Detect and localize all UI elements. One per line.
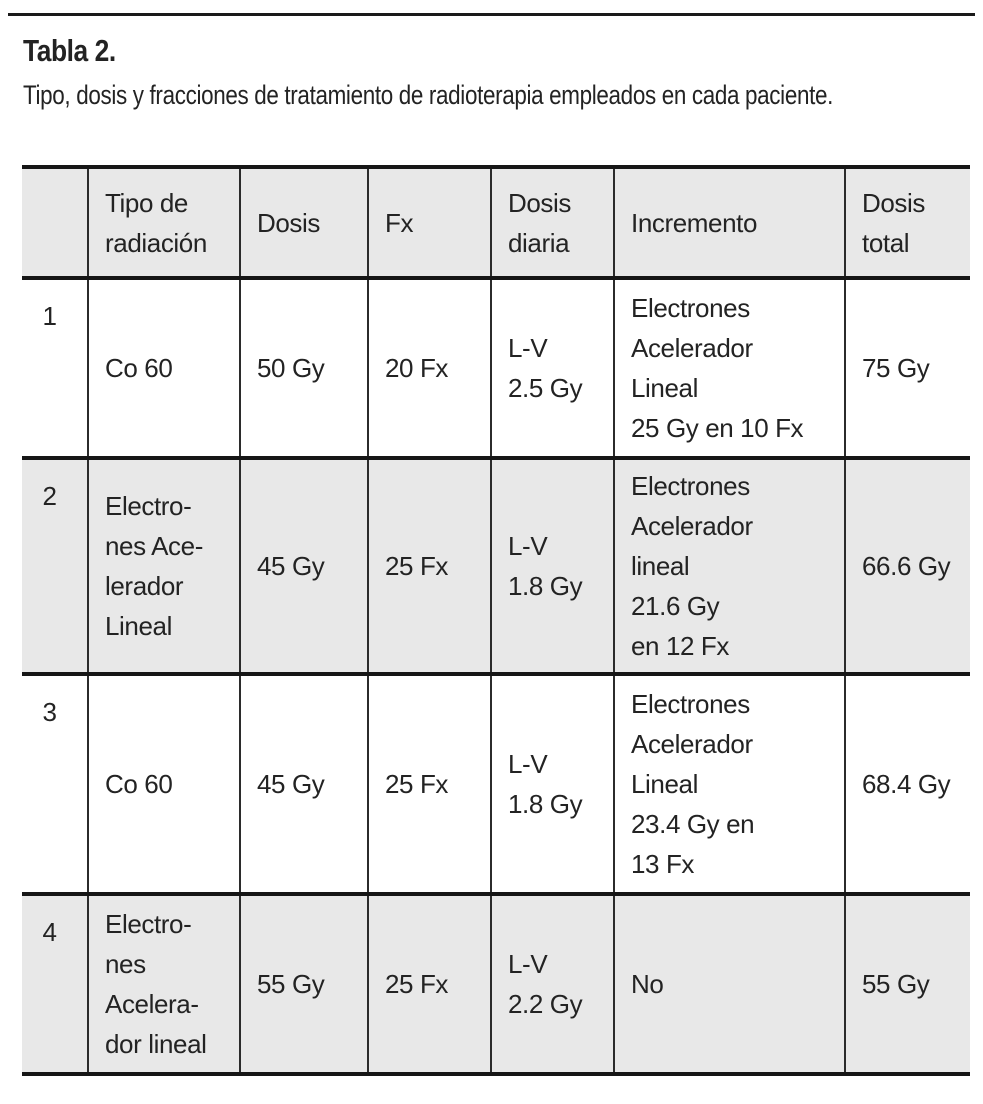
dosis-total-cell: 55 Gy xyxy=(844,894,970,1075)
dosis-total-cell: 75 Gy xyxy=(844,278,970,459)
treatment-table: Tipo de radiación Dosis Fx Dosis diaria Incr… xyxy=(22,165,970,1077)
column-header: Dosis total xyxy=(844,167,970,279)
dosis-cell: 45 Gy xyxy=(239,674,368,895)
top-rule xyxy=(8,13,975,16)
dosis-diaria-cell: L-V 1.8 Gy xyxy=(490,674,614,895)
dosis-diaria-cell: L-V 2.5 Gy xyxy=(490,278,614,459)
dosis-total-cell: 66.6 Gy xyxy=(844,458,970,675)
fx-cell: 25 Fx xyxy=(367,458,491,675)
table-caption-text: Tipo, dosis y fracciones de tratamiento … xyxy=(23,80,834,111)
incremento-cell: No xyxy=(613,894,845,1075)
dosis-diaria-cell: L-V 2.2 Gy xyxy=(490,894,614,1075)
column-header: Dosis xyxy=(239,167,368,279)
incremento-cell: Electrones Acelerador lineal 21.6 Gy en … xyxy=(613,458,845,675)
table-row: 2 Electro- nes Ace- lerador Lineal 45 Gy 25… xyxy=(22,458,970,675)
dosis-cell: 50 Gy xyxy=(239,278,368,459)
incremento-cell: Electrones Acelerador Lineal 25 Gy en 10… xyxy=(613,278,845,459)
tipo-radiacion-cell: Co 60 xyxy=(87,674,240,895)
row-number: 4 xyxy=(22,894,88,1075)
tipo-radiacion-cell: Electro- nes Acelera- dor lineal xyxy=(87,894,240,1075)
column-header: Tipo de radiación xyxy=(87,167,240,279)
table-caption: Tipo, dosis y fracciones de tratamiento … xyxy=(23,80,983,111)
incremento-cell: Electrones Acelerador Lineal 23.4 Gy en … xyxy=(613,674,845,895)
column-header: Incremento xyxy=(613,167,845,279)
dosis-cell: 45 Gy xyxy=(239,458,368,675)
dosis-total-cell: 68.4 Gy xyxy=(844,674,970,895)
fx-cell: 20 Fx xyxy=(367,278,491,459)
table-body: 1 Co 60 50 Gy 20 Fx L-V 2.5 Gy Electrones Ace… xyxy=(22,278,970,1075)
table-title-text: Tabla 2. xyxy=(23,33,116,68)
fx-cell: 25 Fx xyxy=(367,674,491,895)
row-number: 2 xyxy=(22,458,88,675)
tipo-radiacion-cell: Electro- nes Ace- lerador Lineal xyxy=(87,458,240,675)
column-header: Fx xyxy=(367,167,491,279)
table-row: 3 Co 60 45 Gy 25 Fx L-V 1.8 Gy Electrones Ace… xyxy=(22,674,970,895)
row-number: 1 xyxy=(42,301,57,332)
table-row: 4 Electro- nes Acelera- dor lineal 55 Gy 25… xyxy=(22,894,970,1075)
header-row: Tipo de radiación Dosis Fx Dosis diaria Incr… xyxy=(22,167,970,279)
corner-header xyxy=(22,167,88,279)
table-title: Tabla 2. xyxy=(23,33,983,68)
dosis-cell: 55 Gy xyxy=(239,894,368,1075)
column-header: Dosis diaria xyxy=(490,167,614,279)
dosis-diaria-cell: L-V 1.8 Gy xyxy=(490,458,614,675)
row-number: 3 xyxy=(42,697,57,728)
fx-cell: 25 Fx xyxy=(367,894,491,1075)
table-row: 1 Co 60 50 Gy 20 Fx L-V 2.5 Gy Electrones Ace… xyxy=(22,278,970,459)
tipo-radiacion-cell: Co 60 xyxy=(87,278,240,459)
